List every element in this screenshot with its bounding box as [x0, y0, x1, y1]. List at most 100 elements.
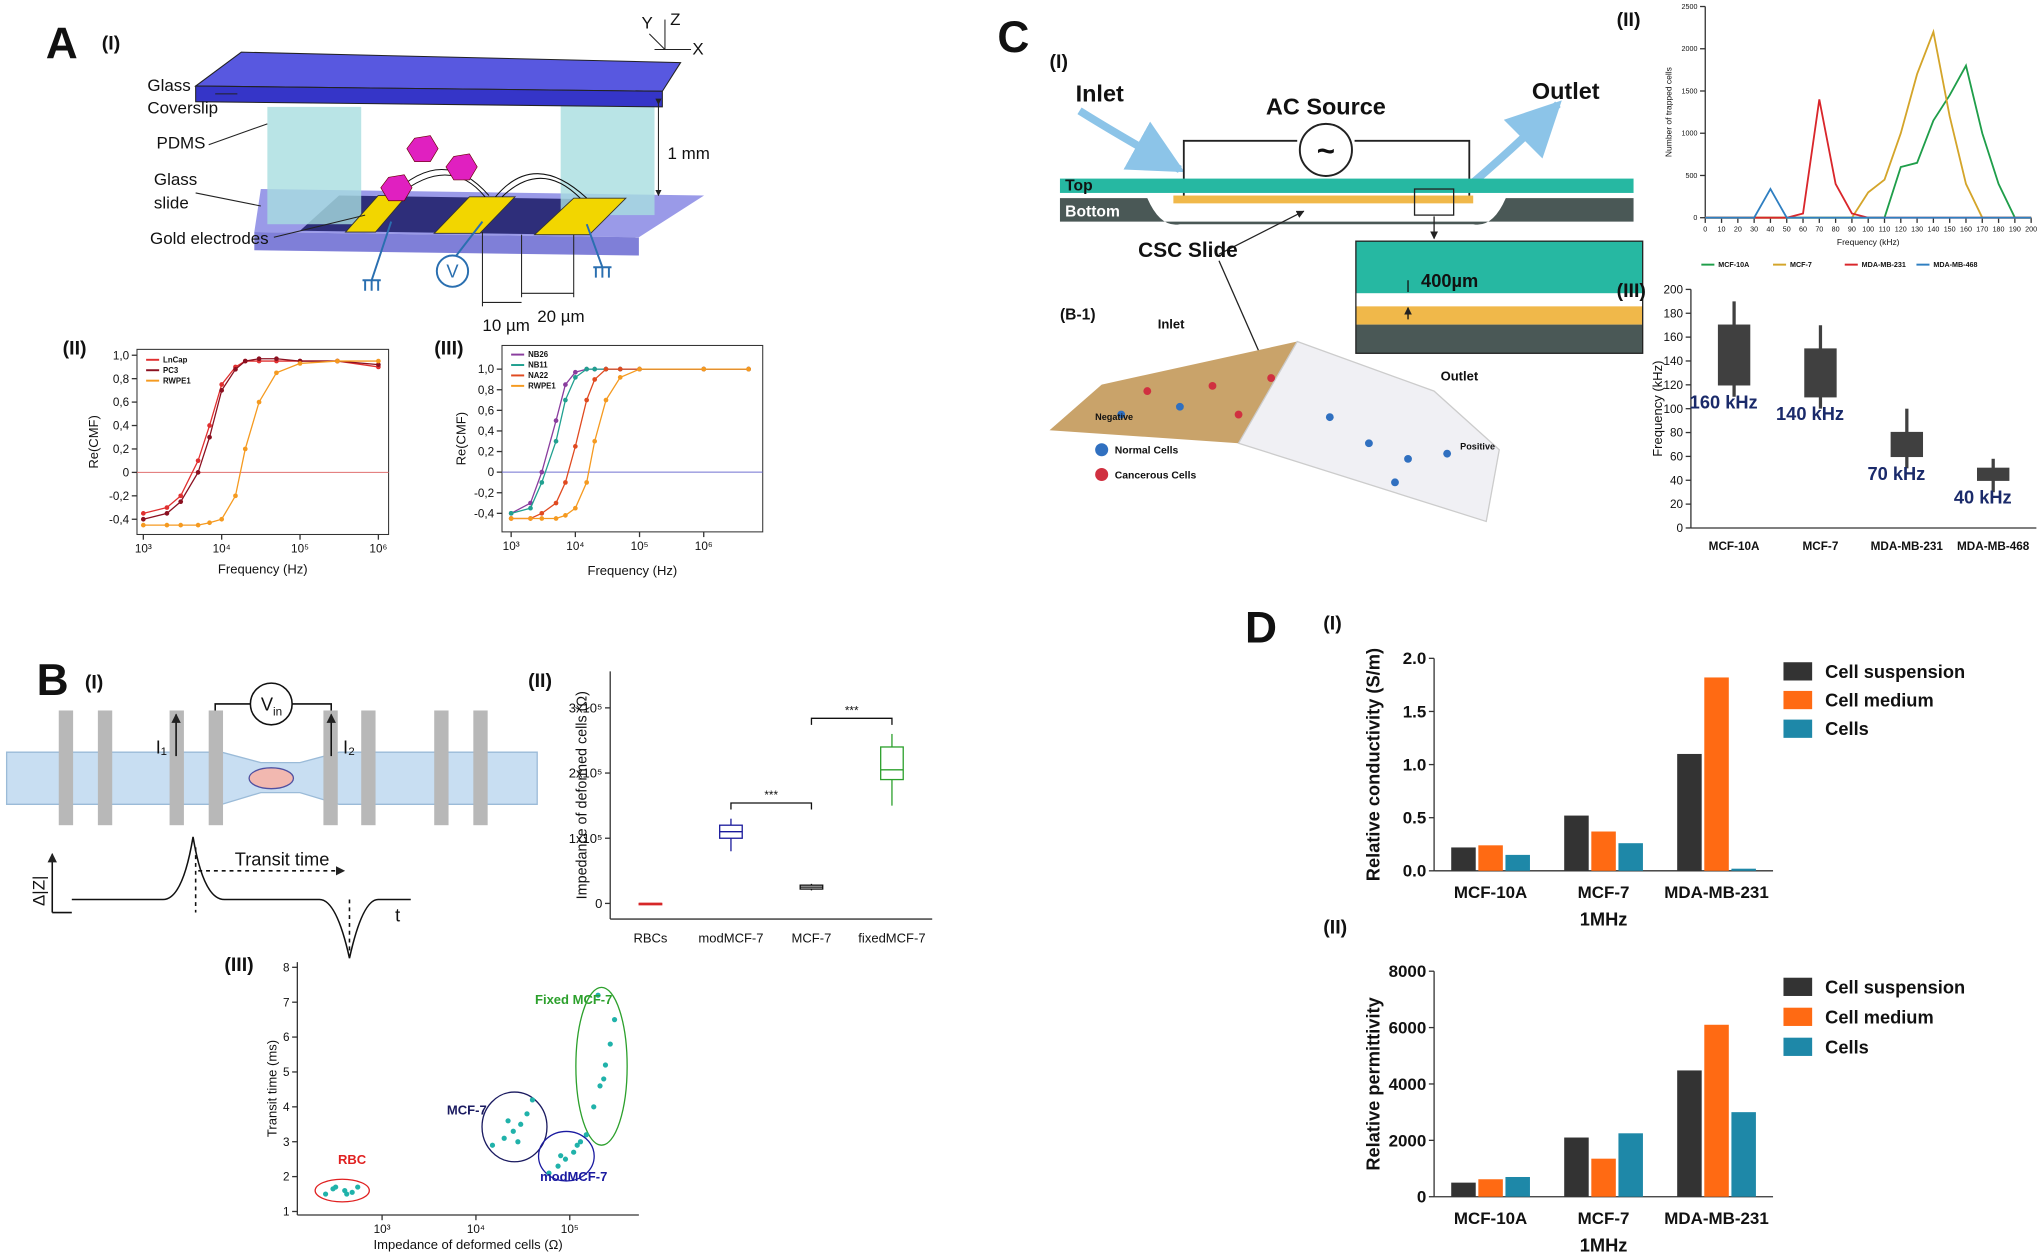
x-tick-label: MCF-10A: [1709, 540, 1760, 553]
point: [601, 1076, 607, 1082]
panel-label: D: [1245, 604, 1277, 653]
label: Bottom: [1065, 203, 1120, 220]
legend-swatch: [1783, 1007, 1813, 1026]
x-tick-label: 190: [2009, 225, 2021, 233]
point: [501, 1135, 507, 1141]
legend-label: Cells: [1825, 718, 1869, 739]
x-tick-label: 90: [1848, 225, 1856, 233]
y-tick-label: 2500: [1682, 3, 1698, 11]
point: [573, 444, 578, 449]
point: [376, 358, 381, 364]
y-tick-label: 1500: [1682, 88, 1698, 96]
legend-label: NB26: [528, 350, 549, 359]
label: Z: [670, 10, 680, 29]
label: t: [395, 905, 400, 926]
point: [524, 1111, 530, 1117]
y-tick-label: 1000: [1682, 130, 1698, 138]
point: [611, 1017, 618, 1023]
legend-label: NB11: [528, 361, 548, 370]
point: [178, 493, 184, 499]
legend-swatch: [1783, 1037, 1813, 1056]
panel-label: (II): [528, 670, 552, 692]
label: Y: [641, 14, 652, 33]
point: [508, 516, 514, 521]
box: [1717, 324, 1751, 386]
chart: (III) 1 2 3 4 5 6 7 8 10³ 10⁴ 10⁵ Transit time (ms) I…: [224, 954, 639, 1252]
label: X: [692, 40, 703, 59]
x-tick-label: 10⁶: [695, 540, 713, 553]
x-tick-label: MCF-7: [1803, 540, 1839, 553]
label: 20 µm: [537, 307, 584, 326]
x-tick-label: MDA-MB-231: [1664, 1209, 1768, 1228]
y-tick-label: 3x10⁵: [569, 700, 603, 715]
x-tick-label: 200: [2025, 225, 2037, 233]
y-tick-label: 0,6: [478, 404, 494, 417]
subpanel-label: (I): [1050, 51, 1068, 73]
point: [178, 499, 184, 505]
series-label: RBC: [338, 1152, 367, 1167]
y-tick-label: 180: [1664, 307, 1684, 320]
point: [584, 366, 590, 372]
label: Outlet: [1441, 369, 1479, 384]
x-axis-label: Impedance of deformed cells (Ω): [374, 1237, 563, 1252]
bar: [1564, 1137, 1589, 1197]
label: (B-1): [1060, 306, 1096, 323]
x-tick-label: 10⁴: [467, 1223, 485, 1236]
y-tick-label: 1x10⁵: [569, 831, 603, 846]
point: [617, 366, 623, 372]
x-tick-label: MCF-7: [792, 931, 832, 946]
point: [376, 362, 381, 367]
zoom-box: [1413, 188, 1455, 216]
x-tick-label: 10³: [135, 543, 152, 556]
point: [164, 522, 170, 528]
y-tick-label: 1,0: [113, 349, 130, 362]
series-label: modMCF-7: [540, 1169, 607, 1184]
legend-label: PC3: [163, 366, 179, 375]
legend-label: Cell suspension: [1825, 661, 1965, 682]
x-tick-label: 100: [1862, 225, 1874, 233]
field-lines: [390, 168, 588, 199]
y-tick-label: -0,4: [474, 507, 495, 520]
y-tick-label: 1: [283, 1206, 290, 1219]
label: 10 µm: [482, 316, 529, 335]
subpanel-label: (I): [85, 671, 103, 693]
y-tick-label: 0.5: [1403, 809, 1427, 828]
point: [489, 1142, 496, 1148]
bar: [1704, 677, 1729, 871]
point: [562, 1156, 569, 1162]
y-tick-label: 0: [1693, 214, 1697, 222]
chart: (II) -0,4 -0,2 0 0,2 0,4 0,6 0,8 1,0 10³ 10⁴ 10⁵ 10⁶…: [63, 338, 390, 577]
point: [219, 516, 225, 522]
x-tick-label: MCF-7: [1578, 883, 1630, 902]
point: [583, 1132, 589, 1138]
y-tick-label: 0,4: [478, 425, 495, 438]
point: [607, 1041, 613, 1047]
legend-label: Cells: [1825, 1036, 1869, 1057]
point: [297, 361, 303, 366]
cluster-outline: [314, 1178, 370, 1203]
point: [518, 1121, 524, 1127]
point: [574, 1142, 580, 1148]
legend-label: Cell medium: [1825, 690, 1934, 711]
y-tick-label: 2x10⁵: [569, 766, 603, 781]
label: Inlet: [1076, 81, 1124, 107]
point: [528, 505, 533, 511]
coverslip: [194, 51, 682, 92]
point: [539, 510, 545, 516]
series-label: MCF-7: [447, 1103, 487, 1118]
panel-label: (III): [434, 338, 463, 360]
point: [233, 493, 238, 499]
y-tick-label: 0.0: [1403, 862, 1427, 881]
legend-swatch: [1783, 977, 1813, 996]
x-tick-label: 10⁶: [369, 543, 387, 556]
point: [355, 1184, 361, 1190]
point: [256, 356, 262, 362]
label: I₁: [156, 736, 167, 757]
x-tick-label: 10⁴: [566, 540, 584, 553]
point: [140, 511, 146, 516]
point: [584, 480, 590, 485]
electrodes: [58, 710, 488, 826]
annotation: 160 kHz: [1690, 391, 1758, 412]
chart: (II) 0 2000 4000 6000 8000 MCF-10A MCF-7 MDA-MB-…: [1323, 916, 1965, 1255]
x-tick-label: MDA-MB-231: [1664, 883, 1768, 902]
